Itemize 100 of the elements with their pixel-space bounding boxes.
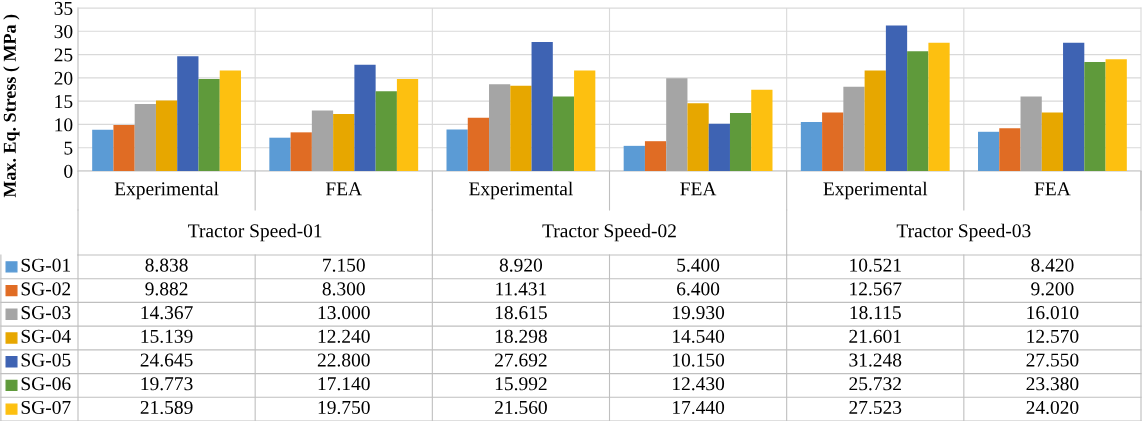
- bar: [708, 123, 730, 171]
- bar: [751, 89, 773, 171]
- data-label: 8.920: [499, 258, 543, 272]
- data-label: 22.800: [317, 353, 370, 367]
- data-label: 21.589: [140, 400, 193, 415]
- data-label: 9.882: [145, 282, 188, 296]
- data-label: 8.300: [322, 282, 365, 296]
- bar: [928, 42, 950, 171]
- data-label: 11.431: [496, 282, 547, 296]
- bar: [644, 141, 667, 171]
- bar: [510, 85, 532, 171]
- data-label: 27.550: [1026, 353, 1079, 367]
- bar: [489, 84, 511, 171]
- bar: [375, 91, 397, 171]
- y-tick-label: 35: [54, 1, 73, 15]
- data-label: 23.380: [1026, 377, 1079, 391]
- data-label: 7.150: [323, 258, 365, 272]
- x-tick-label: FEA: [680, 182, 717, 196]
- data-label: 15.992: [495, 377, 547, 391]
- data-label: 14.540: [673, 329, 725, 343]
- bar: [467, 117, 490, 171]
- bar: [864, 70, 886, 171]
- legend-label: SG-04: [21, 329, 71, 343]
- bar: [552, 96, 575, 171]
- y-tick-label: 5: [64, 141, 73, 155]
- data-label: 27.523: [849, 400, 902, 415]
- data-label: 10.150: [673, 353, 725, 367]
- data-label: 24.020: [1026, 400, 1079, 415]
- data-label: 19.750: [318, 400, 370, 415]
- bar: [1041, 112, 1064, 171]
- bar: [1063, 42, 1085, 171]
- data-label: 10.521: [850, 258, 901, 272]
- data-label: 15.139: [141, 329, 193, 343]
- bar: [531, 42, 553, 171]
- data-label: 8.838: [145, 258, 188, 272]
- bar: [219, 70, 241, 171]
- legend-label: SG-03: [21, 306, 71, 320]
- y-tick-label: 0: [64, 164, 73, 178]
- legend-label: SG-05: [21, 353, 71, 367]
- y-tick-label: 15: [55, 95, 73, 109]
- data-label: 9.200: [1031, 282, 1074, 296]
- bar: [1084, 62, 1106, 171]
- bar: [843, 86, 865, 171]
- data-label: 21.560: [495, 400, 547, 415]
- bar: [155, 100, 178, 171]
- y-tick-label: 10: [55, 118, 73, 132]
- data-label: 18.115: [850, 306, 901, 320]
- data-label: 18.298: [495, 329, 547, 343]
- data-label: 17.140: [318, 377, 370, 391]
- x-tick-label: FEA: [325, 182, 362, 196]
- bar: [623, 145, 645, 171]
- bar: [687, 103, 709, 171]
- bar: [396, 79, 419, 171]
- data-label: 17.440: [673, 400, 725, 415]
- data-label: 19.773: [141, 377, 193, 391]
- x-tick-label: Experimental: [823, 181, 928, 200]
- data-label: 5.400: [677, 258, 720, 272]
- bar: [92, 129, 114, 171]
- bar: [446, 129, 468, 171]
- bar: [885, 25, 908, 171]
- bar: [311, 110, 334, 171]
- data-label: 24.645: [140, 353, 193, 367]
- data-label: 12.240: [318, 329, 370, 343]
- y-tick-label: 20: [54, 71, 73, 85]
- legend-label: SG-02: [21, 282, 71, 296]
- data-label: 8.420: [1031, 258, 1074, 272]
- x-tick-label: Experimental: [114, 181, 219, 200]
- text: Tractor Speed-01: [188, 223, 322, 242]
- data-label: 18.615: [495, 306, 547, 320]
- y-tick-label: 25: [54, 48, 73, 62]
- bar: [574, 70, 596, 171]
- data-label: 12.570: [1027, 329, 1079, 343]
- data-label: 14.367: [141, 306, 193, 320]
- bar: [800, 122, 823, 171]
- bar: [978, 131, 1000, 171]
- data-label: 25.732: [849, 377, 901, 391]
- x-tick-label: Experimental: [469, 181, 573, 200]
- bar: [134, 104, 156, 171]
- data-label: 31.248: [849, 353, 902, 367]
- data-label: 19.930: [673, 306, 725, 320]
- bar: [354, 64, 376, 171]
- legend-label: SG-06: [21, 377, 71, 391]
- bar: [290, 132, 312, 171]
- bar: [1020, 96, 1042, 171]
- data-label: 12.567: [850, 282, 902, 296]
- data-label: 16.010: [1027, 306, 1079, 320]
- bar: [729, 113, 752, 171]
- bar: [113, 124, 135, 171]
- bar: [999, 128, 1021, 171]
- text: Tractor Speed-02: [542, 223, 676, 242]
- bar: [907, 51, 929, 171]
- legend-label: SG-01: [21, 258, 70, 272]
- data-label: 6.400: [677, 282, 720, 296]
- bar: [822, 112, 844, 171]
- data-label: 21.601: [849, 329, 901, 343]
- data-label: 13.000: [318, 306, 370, 320]
- bar: [177, 56, 199, 171]
- y-tick-label: 30: [54, 25, 73, 39]
- y-axis-title: Max. Eq. Stress ( MPa ): [3, 14, 20, 198]
- bar: [1105, 59, 1127, 171]
